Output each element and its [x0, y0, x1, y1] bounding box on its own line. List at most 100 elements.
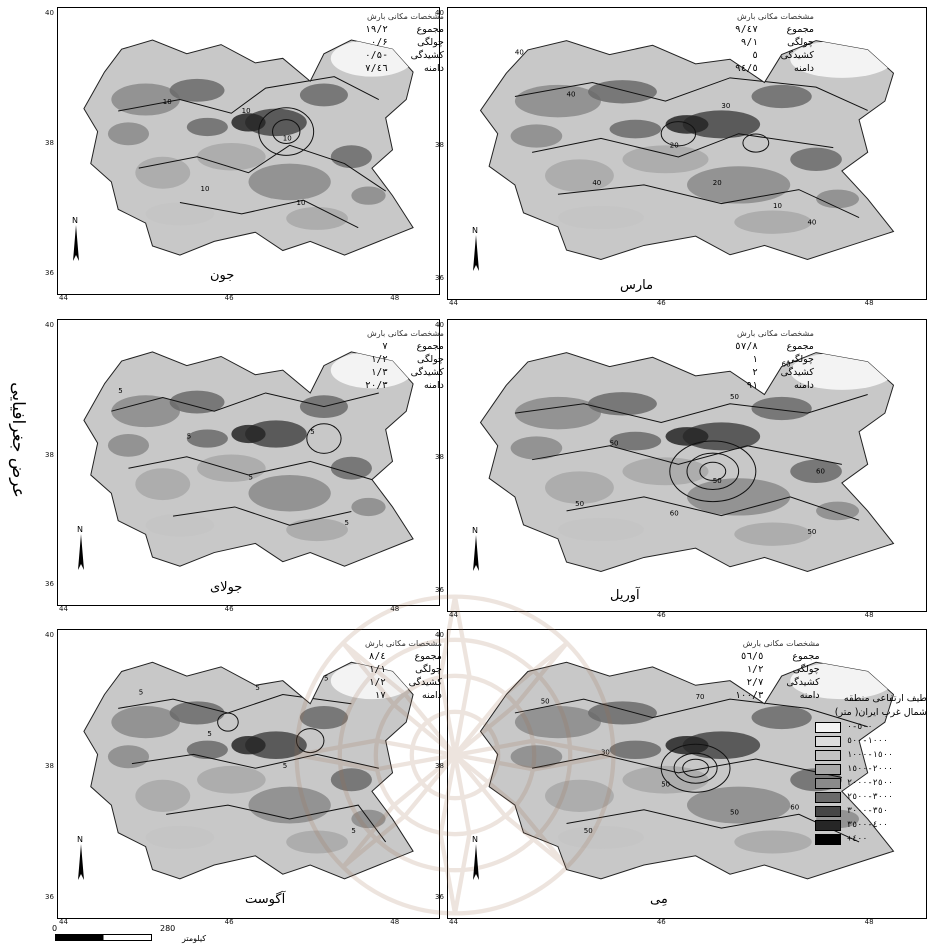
- svg-text:N: N: [472, 526, 478, 535]
- stats-row: مجموع ۱۹/۲: [365, 23, 444, 36]
- legend-swatch: [815, 833, 841, 845]
- stat-value: ۱/۲: [746, 664, 764, 675]
- stat-value: ۲: [752, 367, 758, 378]
- latitude-tick: 40: [45, 631, 54, 639]
- legend-item: ٥۰۰-۱۰۰۰: [815, 734, 927, 748]
- stats-row: دامنه ٩۱: [735, 379, 813, 392]
- terrain-patch: [231, 424, 266, 444]
- scale-unit-label: کیلومتر: [182, 934, 207, 943]
- latitude-tick: 40: [435, 321, 444, 329]
- longitude-tick: 48: [390, 918, 400, 926]
- terrain-patch: [588, 392, 657, 416]
- longitude-tick: 46: [224, 294, 234, 302]
- terrain-patch: [145, 825, 215, 849]
- longitude-tick: 46: [656, 918, 666, 926]
- terrain-patch: [111, 83, 180, 116]
- contour-label: 50: [730, 393, 739, 401]
- terrain-patch: [330, 40, 414, 77]
- stats-row: مجموع ٥٦/٥: [735, 650, 820, 663]
- stat-label: چولگی: [415, 664, 442, 675]
- stats-row: کشیدگی ۲/۷: [735, 676, 820, 689]
- terrain-patch: [248, 475, 331, 512]
- stats-row: چولگی ۱/۲: [735, 663, 819, 676]
- contour-label: 5: [139, 689, 143, 697]
- terrain-patch: [682, 731, 761, 760]
- stats-header: مشخصات مکانی بارش: [365, 639, 442, 648]
- stats-row: کشیدگی -۰/۵: [365, 49, 444, 62]
- stats-row: کشیدگی ٥: [735, 49, 814, 62]
- terrain-patch: [169, 78, 225, 102]
- terrain-patch: [514, 706, 601, 739]
- north-arrow-icon: N: [75, 834, 87, 886]
- contour-label: 50: [807, 528, 816, 536]
- longitude-tick: 48: [864, 918, 874, 926]
- stat-label: مجموع: [792, 651, 820, 662]
- longitude-tick: 48: [864, 299, 874, 307]
- terrain-patch: [622, 457, 709, 486]
- legend-label: ۰-٥۰۰: [847, 722, 873, 732]
- terrain-patch: [299, 83, 348, 107]
- terrain-patch: [351, 497, 386, 517]
- legend-label: ۱٥۰۰-۲۰۰۰: [847, 764, 894, 774]
- terrain-patch: [545, 779, 614, 813]
- scale-right-label: 280: [160, 924, 176, 933]
- isohyet-ring: [742, 133, 770, 153]
- legend-label: ۳۰۰۰-۳٥۰: [847, 806, 888, 816]
- isohyet-line: [128, 456, 373, 481]
- latitude-tick: 40: [45, 9, 54, 17]
- stats-row: دامنه ۲۰/۳: [365, 379, 444, 392]
- stat-value: ۲۰/۳: [365, 380, 388, 391]
- month-name: مارس: [620, 278, 654, 293]
- contour-label: 50: [661, 781, 670, 789]
- stats-row: دامنه ٤٦/۷: [365, 62, 444, 75]
- terrain-patch: [545, 159, 614, 192]
- terrain-patch: [231, 735, 266, 755]
- longitude-tick: 48: [390, 605, 400, 613]
- terrain-patch: [286, 830, 348, 854]
- longitude-tick: 46: [656, 299, 666, 307]
- stats-row: چولگی ۱/۲: [365, 353, 444, 366]
- stat-label: چولگی: [417, 354, 444, 365]
- longitude-tick: 44: [59, 294, 68, 302]
- contour-label: 5: [283, 762, 287, 770]
- isohyet-ring: [217, 712, 239, 732]
- stat-label: دامنه: [423, 380, 444, 391]
- contour-label: 50: [730, 808, 739, 816]
- longitude-tick: 44: [449, 299, 458, 307]
- contour-label: 60: [670, 510, 679, 518]
- terrain-patch: [734, 210, 812, 234]
- watermark-emblem: [294, 594, 616, 916]
- latitude-tick: 38: [45, 139, 54, 147]
- latitude-tick: 40: [435, 631, 444, 639]
- terrain-patch: [248, 163, 331, 201]
- contour-label: 50: [610, 440, 619, 448]
- latitude-tick: 36: [45, 892, 54, 901]
- isohyet-ring: [660, 743, 731, 793]
- stat-value: ٤/۸: [368, 651, 386, 662]
- elevation-legend: طیف ارتفاعی منطقه شمال غرب ایران( متر) ۰…: [815, 692, 927, 846]
- terrain-patch: [107, 745, 150, 769]
- stat-label: کشیدگی: [786, 677, 820, 688]
- stats-row: چولگی ۰/۶: [365, 36, 444, 49]
- precip-stats: مشخصات مکانی بارش مجموع ۱۹/۲ چولگی ۰/۶ کشیدگی…: [365, 10, 444, 75]
- terrain-patch: [330, 145, 372, 169]
- contour-label: 40: [807, 219, 816, 227]
- longitude-tick: 44: [59, 605, 68, 613]
- map-panel-5: 5 5 5 5 5 5: [57, 629, 440, 919]
- terrain-patch: [510, 436, 563, 460]
- contour-label: 5: [118, 387, 122, 395]
- map-panel-1: 10 10 10 10 10: [57, 7, 440, 295]
- latitude-tick: 40: [45, 321, 54, 329]
- precip-stats: مشخصات مکانی بارش مجموع ٥۷/۸ چولگی ۱ کشیدگی ۲ د…: [735, 327, 814, 392]
- stat-value: ۱۹/۲: [365, 24, 388, 35]
- longitude-tick: 48: [864, 611, 874, 619]
- contour-label: 5: [187, 433, 191, 441]
- isohyet-line: [514, 77, 868, 111]
- terrain-patch: [609, 119, 662, 139]
- terrain-patch: [510, 124, 563, 148]
- contour-label: 10: [773, 202, 782, 210]
- stats-header: مشخصات مکانی بارش: [367, 12, 444, 21]
- contour-label: 30: [601, 748, 610, 756]
- isohyet-line: [532, 445, 842, 465]
- terrain-patch: [609, 431, 662, 451]
